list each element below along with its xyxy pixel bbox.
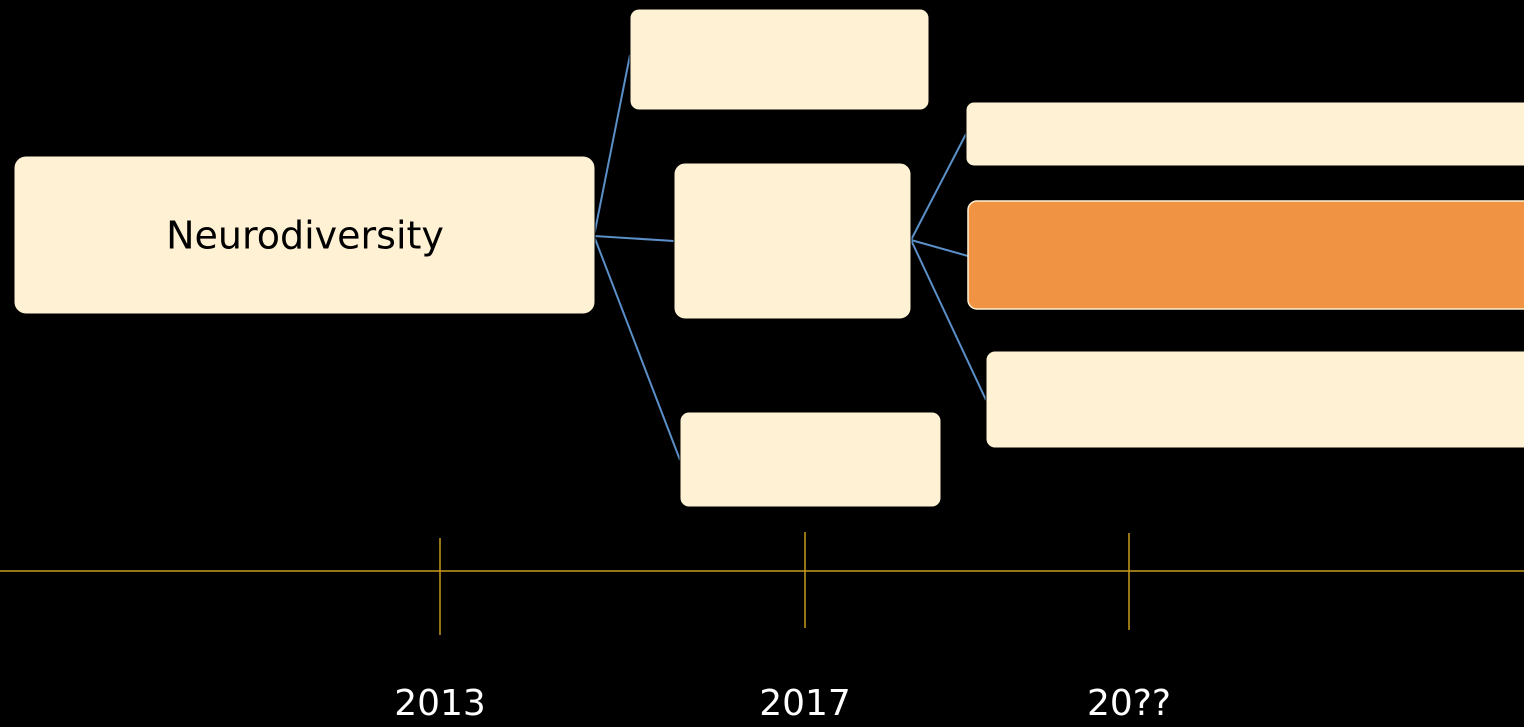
timeline-label: 20?? <box>1087 683 1171 724</box>
timeline: 2013 2017 20?? <box>0 532 1524 724</box>
node <box>965 101 1524 167</box>
connector <box>910 239 987 401</box>
root-node <box>13 155 596 315</box>
highlighted-node <box>967 200 1524 310</box>
connector <box>593 54 631 237</box>
node-label: Neurodiversity <box>166 214 444 258</box>
connectors <box>593 54 987 461</box>
node <box>679 411 942 508</box>
connector <box>593 235 675 242</box>
connector <box>910 239 969 257</box>
node <box>673 162 912 320</box>
connector <box>593 235 681 461</box>
connector <box>910 133 967 241</box>
node <box>985 350 1524 449</box>
timeline-label: 2017 <box>759 683 851 724</box>
node <box>629 8 930 111</box>
timeline-label: 2013 <box>394 683 486 724</box>
